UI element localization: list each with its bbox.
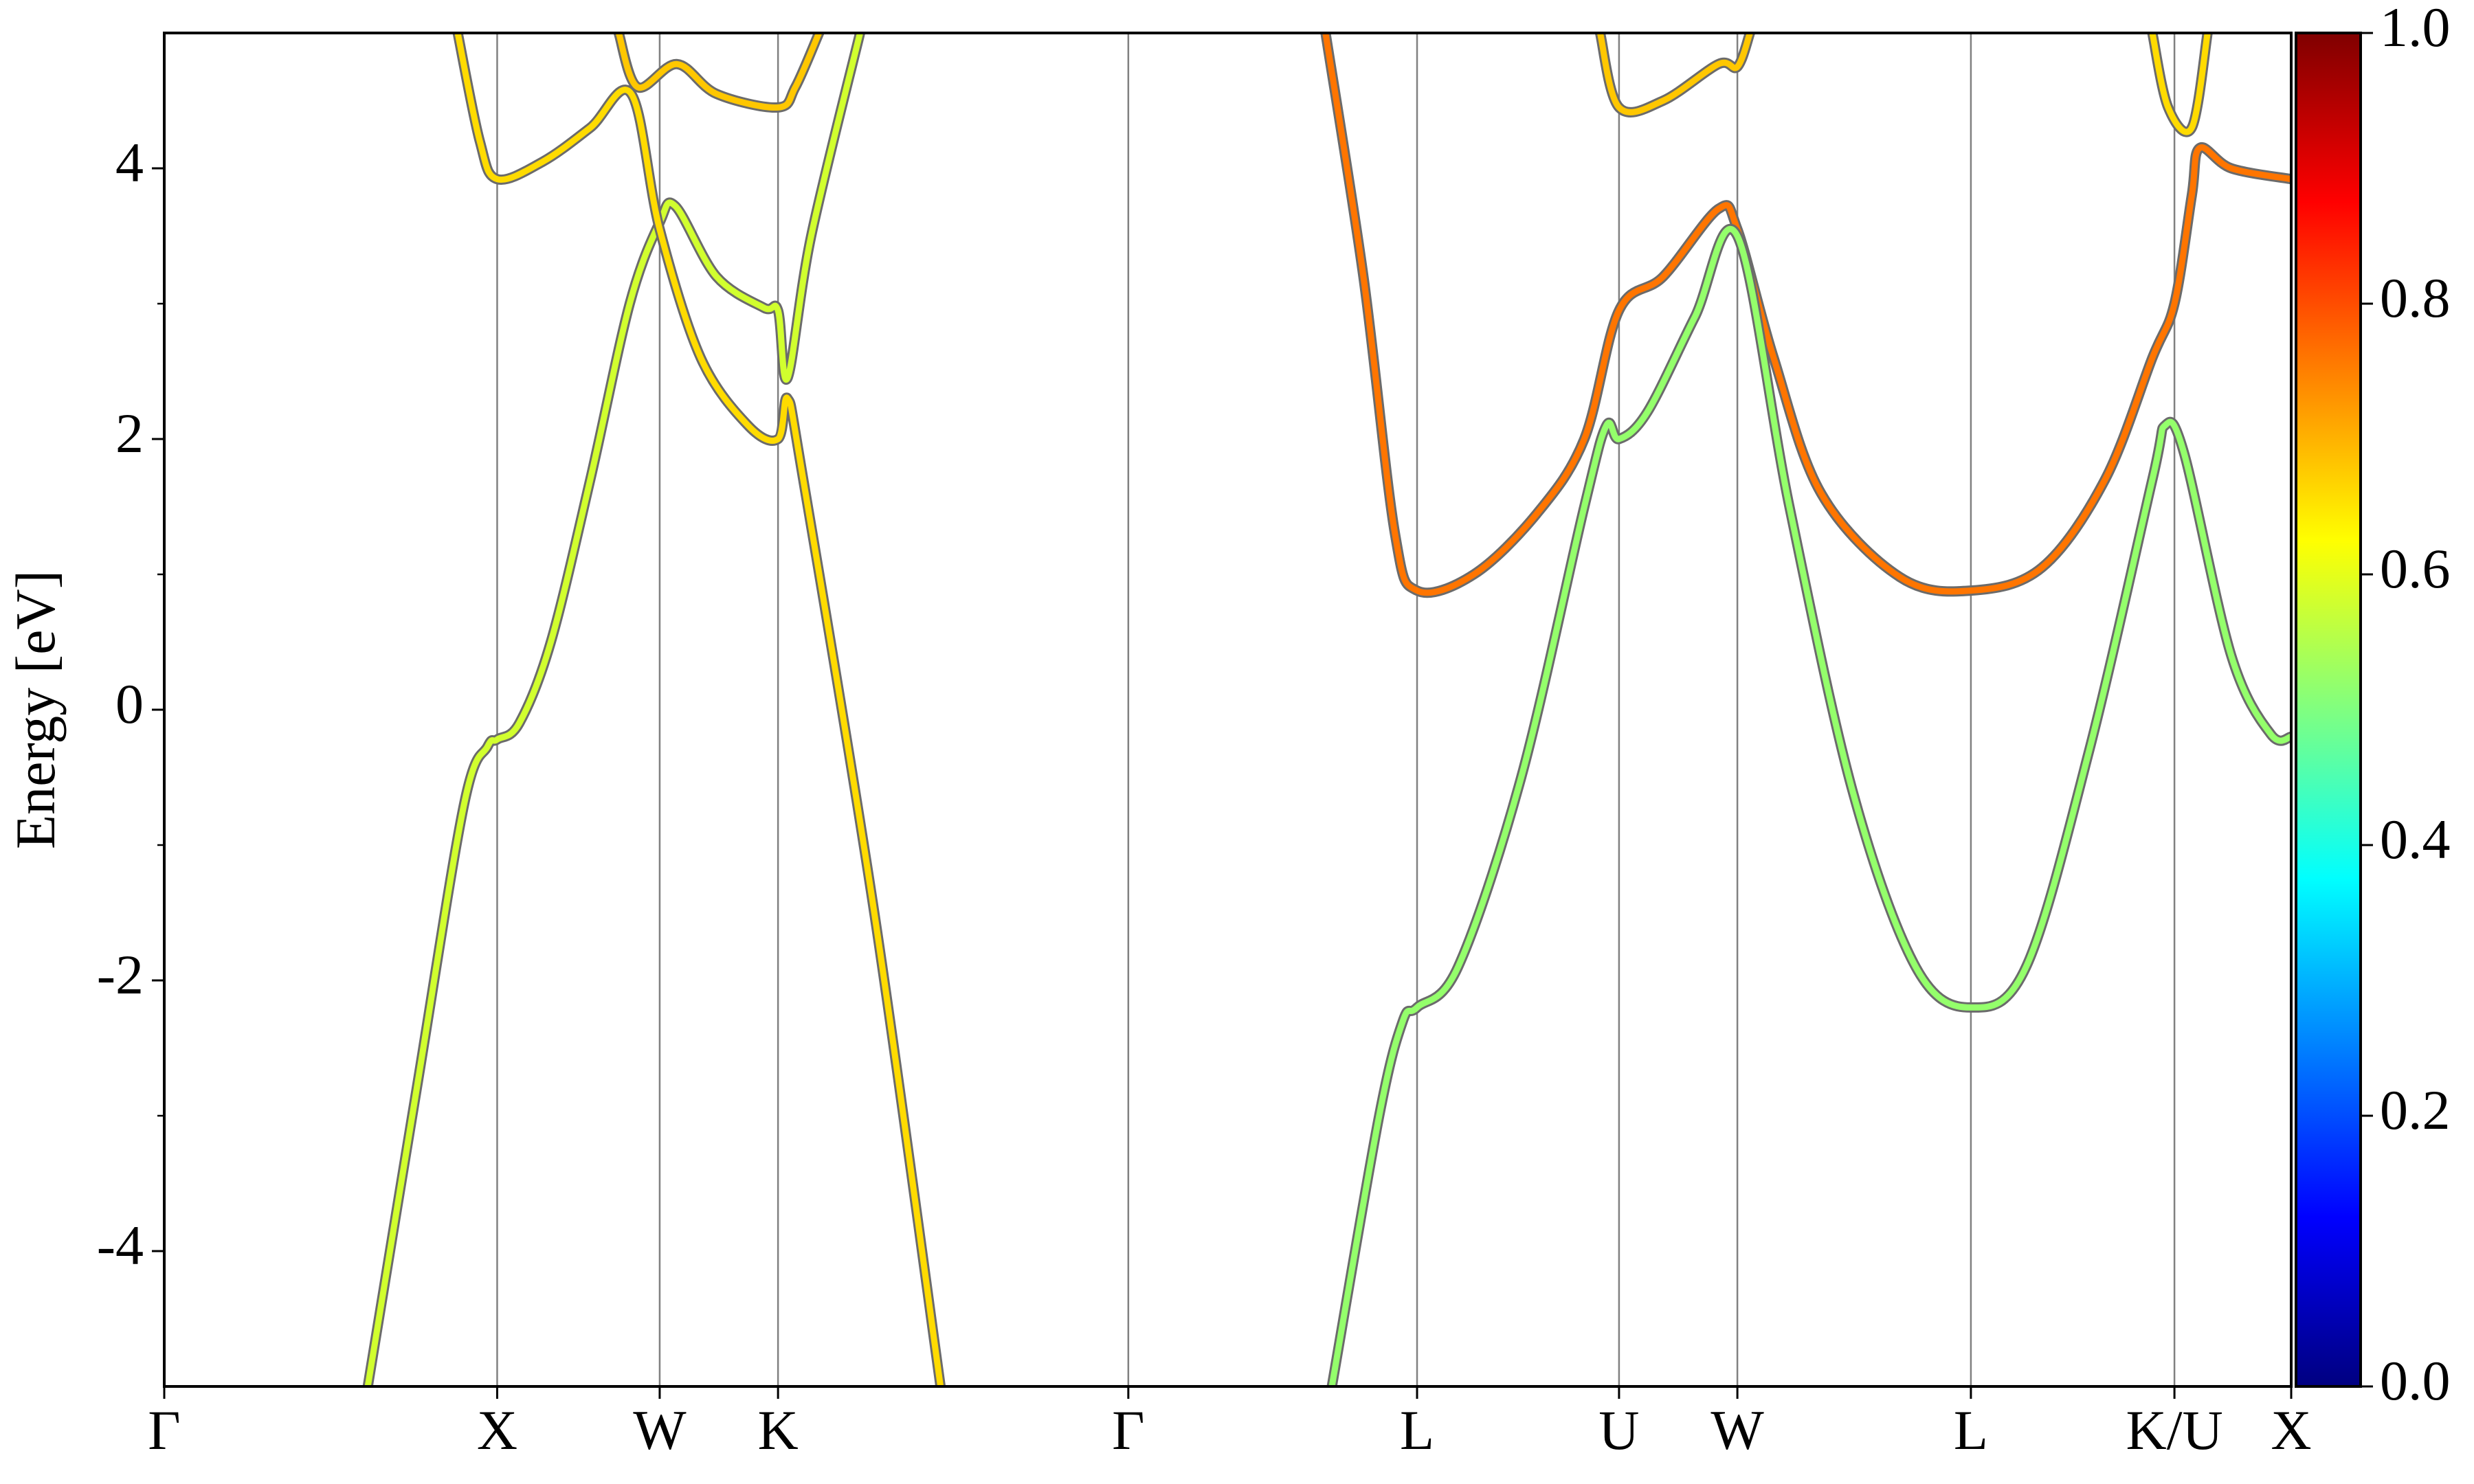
x-tick-label: W <box>633 1399 687 1461</box>
x-tick-label: W <box>1710 1399 1764 1461</box>
y-axis-label: Energy [eV] <box>4 570 67 849</box>
x-tick-label: K <box>758 1399 799 1461</box>
ticks: Γ X W K Γ L U W L K/U X -4 -2 0 2 4 0.0 0.2 0.4 0.6 0.8 1.0 <box>97 0 2451 1461</box>
x-tick-label: Γ <box>1112 1399 1144 1461</box>
band <box>1328 225 2291 1386</box>
colorbar-tick-label: 0.6 <box>2380 537 2451 600</box>
colorbar-tick-label: 0.0 <box>2380 1349 2451 1412</box>
x-tick-label: X <box>477 1399 517 1461</box>
bands <box>362 33 2291 1386</box>
x-tick-label: K/U <box>2126 1399 2222 1461</box>
band <box>1596 33 1753 115</box>
colorbar <box>2295 32 2362 1388</box>
colorbar-tick-label: 0.8 <box>2380 267 2451 329</box>
band <box>2149 33 2211 135</box>
colorbar-tick-label: 0.2 <box>2380 1079 2451 1141</box>
x-tick-label: X <box>2271 1399 2311 1461</box>
y-tick-label: 2 <box>115 402 144 464</box>
x-tick-label: L <box>1954 1399 1988 1461</box>
y-tick-label: 4 <box>115 131 144 194</box>
band <box>454 33 944 1386</box>
colorbar-tick-label: 1.0 <box>2380 0 2451 58</box>
band <box>364 33 864 1386</box>
y-tick-label: -2 <box>97 943 144 1006</box>
colorbar-tick-label: 0.4 <box>2380 808 2451 870</box>
x-tick-label: U <box>1598 1399 1639 1461</box>
band <box>615 33 823 111</box>
y-tick-label: -4 <box>97 1214 144 1277</box>
x-tick-label: Γ <box>148 1399 180 1461</box>
y-tick-label: 0 <box>115 673 144 735</box>
x-tick-label: L <box>1400 1399 1434 1461</box>
